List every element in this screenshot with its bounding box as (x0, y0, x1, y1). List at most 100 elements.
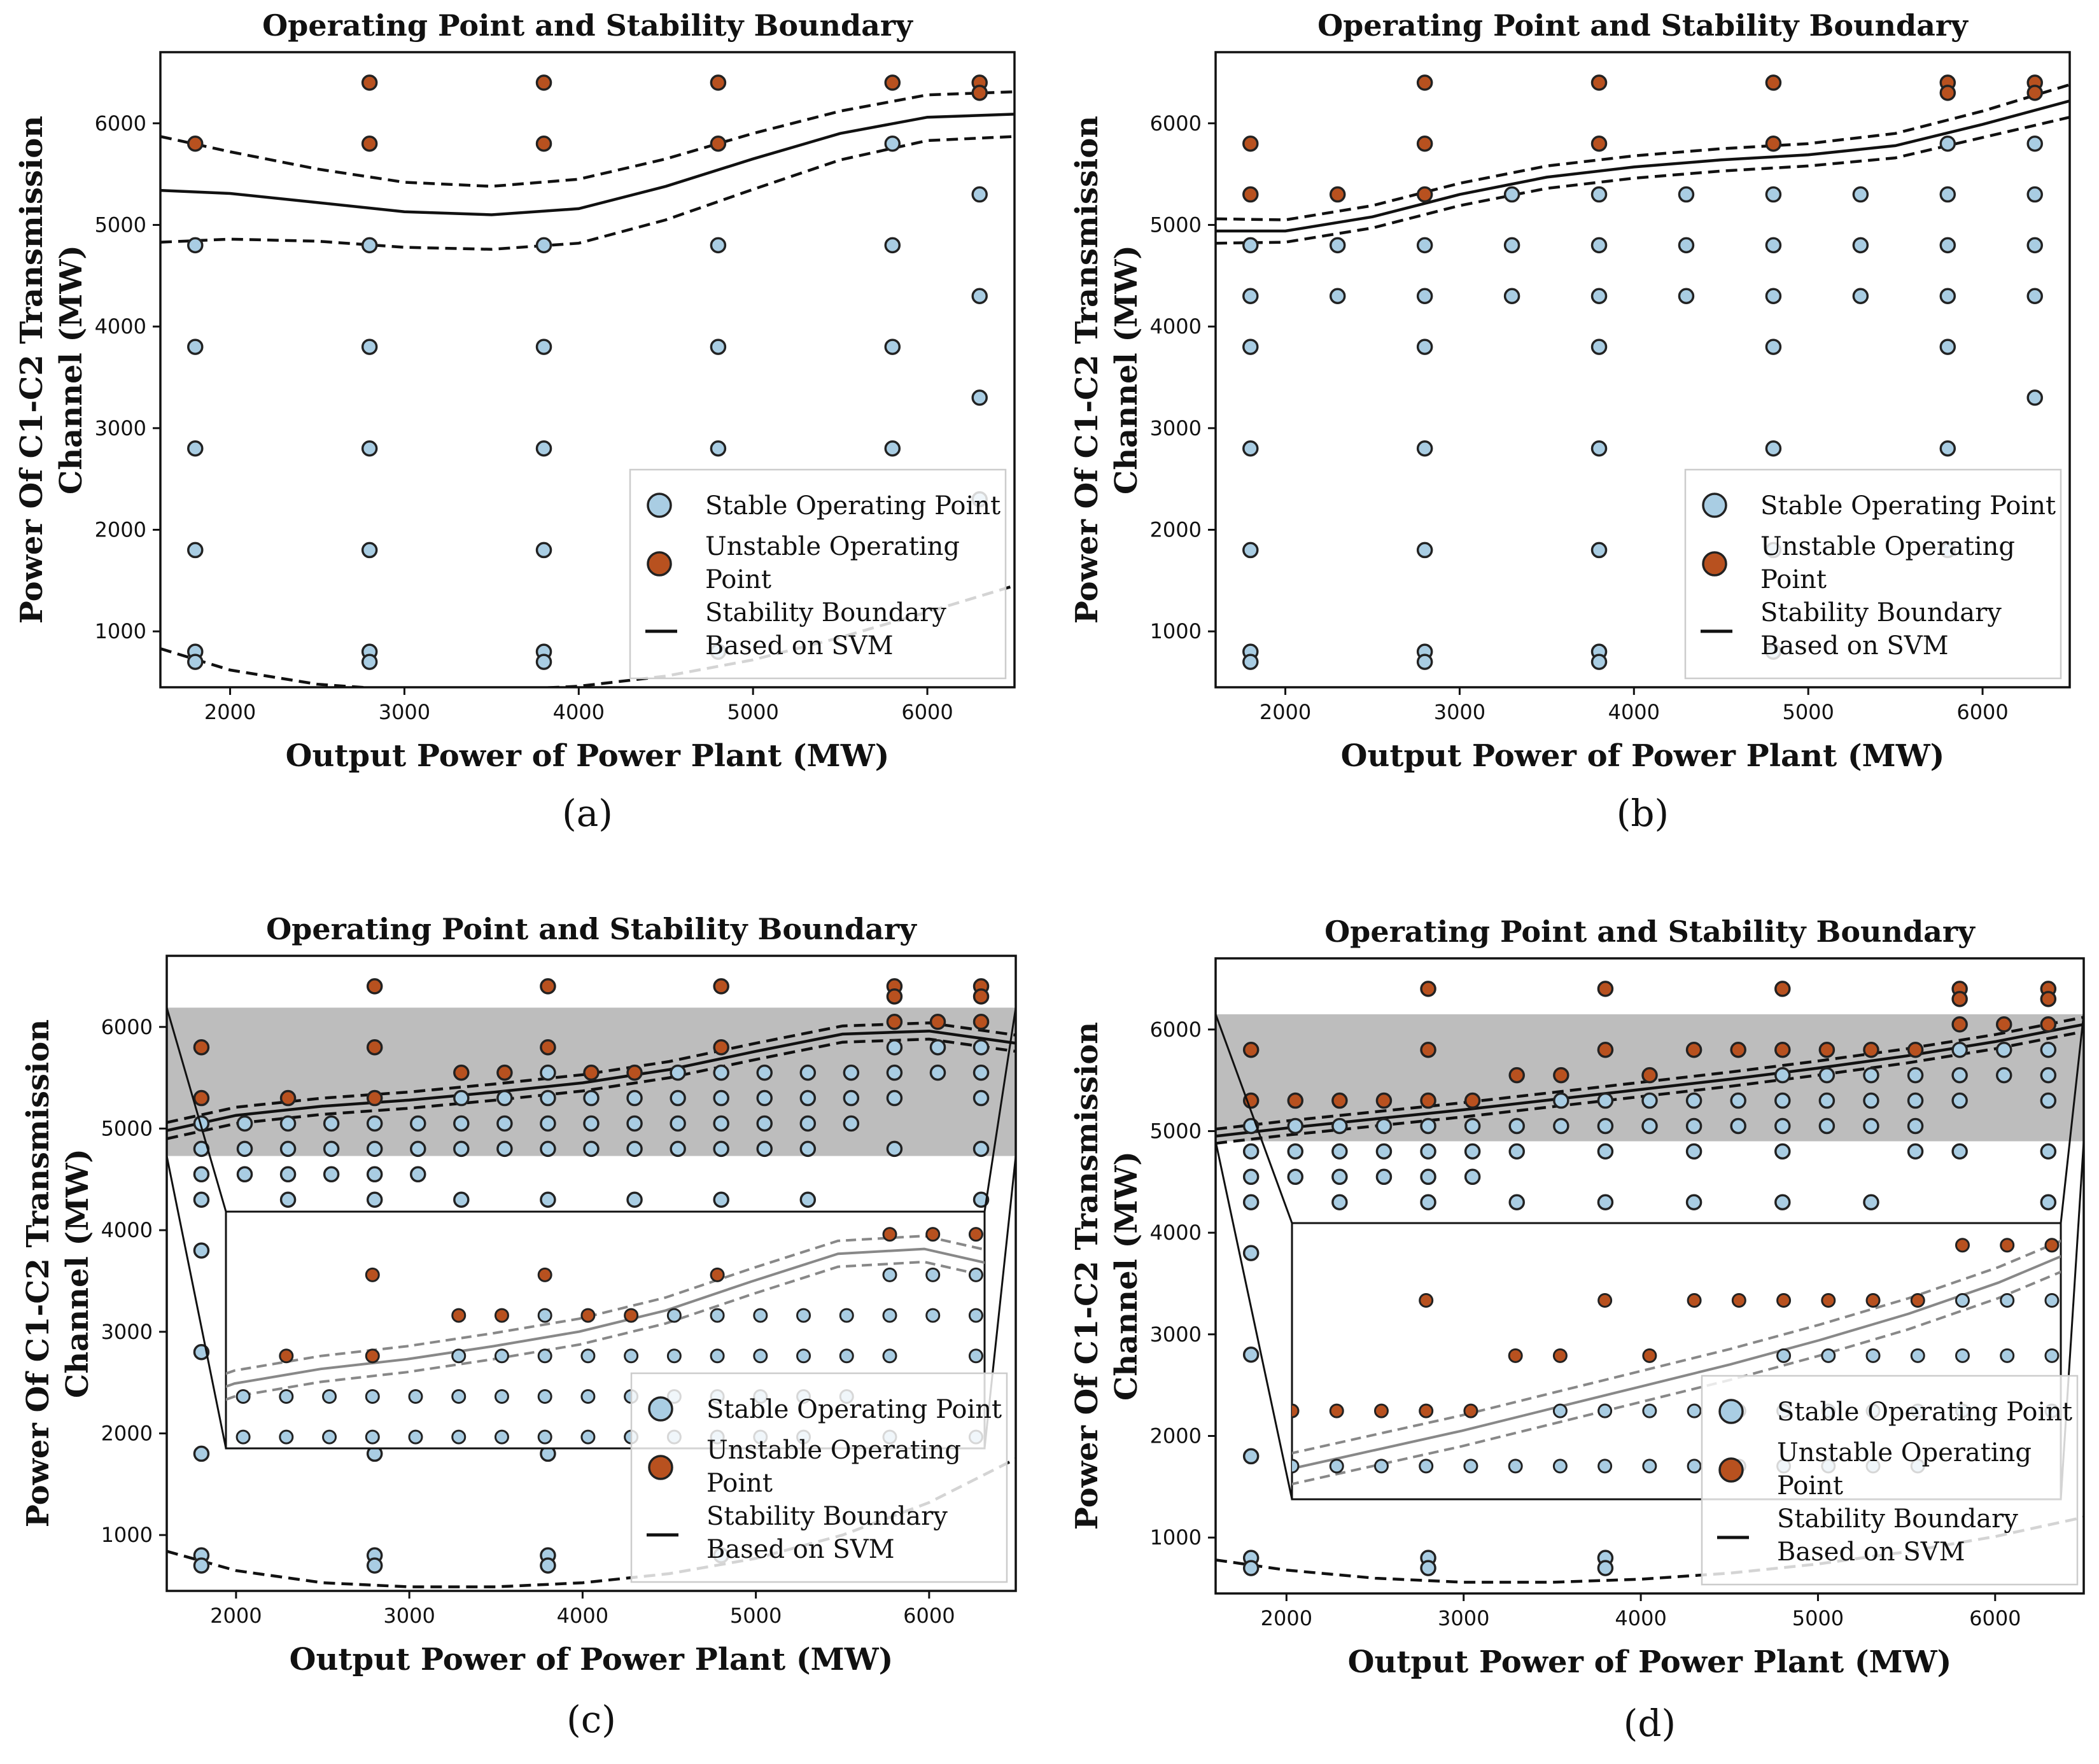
x-tick-label: 2000 (210, 1604, 262, 1628)
legend-unstable-marker (648, 1455, 673, 1480)
y-tick-label: 6000 (1150, 111, 1202, 136)
stable-point (1329, 288, 1346, 304)
stable-point (1242, 1194, 1260, 1210)
y-axis-label-2: Channel (MW) (1109, 1151, 1144, 1401)
unstable-point (1774, 1041, 1791, 1058)
unstable-point (1597, 981, 1614, 997)
stable-point (713, 1140, 729, 1158)
stable-point (799, 1115, 817, 1132)
inset-stable-point (753, 1348, 768, 1364)
plot-area (1216, 981, 2084, 1584)
stable-point (1597, 1092, 1614, 1109)
stable-point (756, 1140, 773, 1158)
stable-point (1863, 1067, 1879, 1084)
stable-point (540, 1557, 556, 1574)
chart-title: Operating Point and Stability Boundary (266, 912, 917, 946)
stable-point (2040, 1092, 2057, 1109)
stable-point (453, 1089, 470, 1107)
plot-area (160, 74, 1014, 687)
zoom-connector (983, 1007, 1016, 1212)
unstable-point (884, 74, 901, 91)
stable-point (1765, 237, 1782, 254)
legend-stable-marker (647, 493, 672, 518)
stable-point (713, 1115, 729, 1132)
inset-unstable-point (1552, 1348, 1568, 1363)
inset-stable-point (451, 1429, 467, 1445)
stable-point (540, 1064, 556, 1081)
inset-stable-point (1955, 1293, 1970, 1308)
unstable-point (193, 1039, 210, 1056)
inset-svm-boundary (1292, 1255, 2061, 1470)
stable-point (1939, 339, 1956, 355)
stable-point (410, 1140, 426, 1158)
panel-c: Operating Point and Stability Boundary St… (20, 912, 1017, 1741)
inset-stable-point (1776, 1348, 1792, 1363)
unstable-point (540, 978, 556, 995)
stable-point (972, 1089, 990, 1107)
unstable-point (1416, 74, 1433, 91)
unstable-point (583, 1064, 600, 1081)
inset-stable-point (537, 1389, 552, 1404)
unstable-point (713, 1039, 729, 1056)
inset-stable-point (710, 1348, 725, 1364)
inset-stable-point (451, 1389, 467, 1404)
stable-point (1685, 1092, 1702, 1109)
axes-frame (159, 51, 1016, 689)
stable-point (843, 1115, 860, 1132)
unstable-point (1416, 186, 1433, 203)
stable-point (886, 1064, 903, 1081)
legend-stable-label: Stable Operating Point (705, 491, 1000, 521)
stable-point (187, 440, 204, 457)
stable-point (1774, 1092, 1791, 1109)
x-tick-label: 5000 (727, 700, 778, 724)
stable-point (1464, 1117, 1481, 1135)
stable-point (971, 389, 988, 406)
stable-point (1818, 1117, 1836, 1135)
stable-point (1951, 1067, 1968, 1084)
stable-point (1242, 288, 1259, 304)
inset-stable-point (494, 1389, 509, 1404)
legend-stable-label: Stable Operating Point (706, 1395, 1002, 1424)
inset-unstable-point (1776, 1293, 1792, 1308)
unstable-point (2040, 991, 2057, 1007)
inset-stable-point (2000, 1293, 2015, 1308)
stable-point (884, 135, 901, 152)
legend-frame (629, 468, 1007, 680)
y-tick-label: 6000 (101, 1015, 153, 1039)
stable-point (1416, 237, 1433, 254)
stable-point (1863, 1117, 1879, 1135)
legend-unstable-marker (1702, 551, 1727, 577)
legend-frame (1684, 468, 2062, 680)
stable-point (2040, 1041, 2057, 1058)
legend-stable-marker (1718, 1399, 1744, 1424)
unstable-point (2040, 1016, 2057, 1033)
unstable-point (1995, 1016, 2012, 1033)
inset-stable-point (279, 1429, 294, 1445)
stable-point (1641, 1117, 1658, 1135)
legend-unstable-label: Unstable Operating (1777, 1438, 2032, 1467)
stable-point (1464, 1143, 1481, 1160)
inset-stable-point (494, 1429, 509, 1445)
x-axis-label: Output Power of Power Plant (MW) (290, 1642, 894, 1677)
stable-point (279, 1115, 297, 1132)
stable-point (193, 1557, 210, 1574)
unstable-point (710, 74, 727, 91)
stable-point (193, 1191, 210, 1208)
legend: Stable Operating Point Unstable Operating… (1701, 1375, 2079, 1586)
panel-d: Operating Point and Stability Boundary St… (1069, 914, 2085, 1745)
unstable-point (1818, 1041, 1836, 1058)
stable-point (929, 1039, 946, 1056)
inset-unstable-point (1597, 1293, 1613, 1308)
legend-unstable-label-2: Point (706, 1469, 773, 1498)
stable-point (1590, 237, 1608, 254)
stable-point (1939, 237, 1956, 254)
stable-point (756, 1064, 773, 1081)
x-tick-label: 5000 (1792, 1606, 1844, 1630)
stable-point (1331, 1117, 1348, 1135)
y-axis-label: Power Of C1-C2 Transmission (1069, 1022, 1105, 1530)
inset-svm-boundary (226, 1247, 985, 1388)
inset-stable-point (1955, 1348, 1970, 1363)
stable-point (710, 339, 727, 355)
stable-point (1242, 654, 1259, 670)
